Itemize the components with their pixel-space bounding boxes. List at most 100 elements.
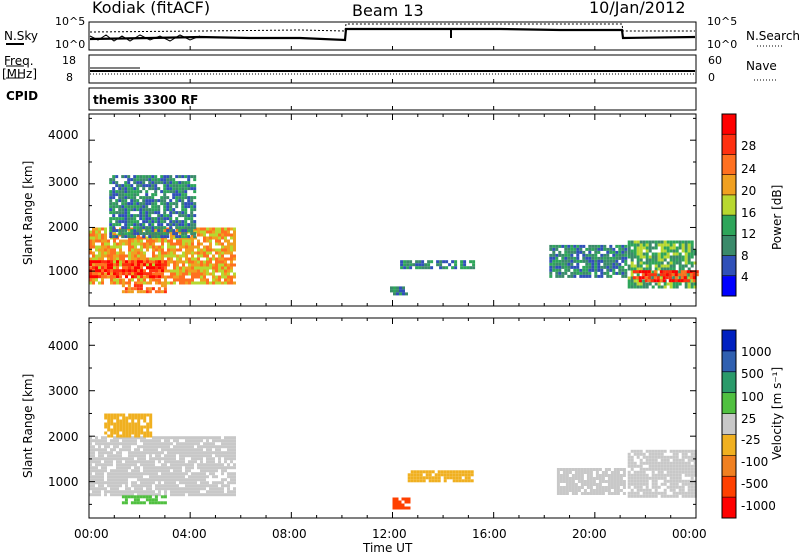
heatmap-cell: [390, 289, 393, 293]
heatmap-cell: [194, 436, 197, 440]
heatmap-cell: [119, 422, 123, 426]
heatmap-cell: [660, 470, 664, 474]
heatmap-cell: [137, 236, 140, 240]
heatmap-cell: [212, 493, 215, 497]
heatmap-cell: [567, 250, 571, 254]
heatmap-cell: [104, 431, 108, 435]
heatmap-cell: [556, 474, 560, 477]
heatmap-cell: [152, 245, 155, 249]
heatmap-cell: [130, 199, 134, 203]
heatmap-cell: [218, 254, 221, 258]
heatmap-cell: [119, 260, 122, 264]
heatmap-cell: [212, 230, 215, 234]
heatmap-cell: [675, 461, 679, 465]
heatmap-cell: [122, 439, 125, 443]
heatmap-cell: [155, 269, 158, 273]
heatmap-cell: [684, 285, 688, 289]
heatmap-cell: [143, 478, 146, 482]
heatmap-cell: [221, 445, 224, 449]
heatmap-cell: [660, 491, 664, 495]
heatmap-cell: [152, 239, 155, 243]
heatmap-cell: [130, 208, 134, 212]
heatmap-cell: [663, 255, 667, 259]
heatmap-cell: [660, 243, 664, 247]
heatmap-cell: [616, 483, 620, 486]
heatmap-cell: [113, 272, 116, 276]
heatmap-cell: [98, 266, 101, 270]
heatmap-cell: [197, 260, 200, 264]
heatmap-cell: [591, 256, 595, 260]
heatmap-cell: [404, 500, 408, 504]
heatmap-cell: [92, 457, 95, 461]
nsearch-tick-low: 10^0: [707, 38, 738, 51]
heatmap-cell: [121, 226, 125, 230]
heatmap-cell: [642, 482, 646, 486]
heatmap-cell: [562, 489, 566, 492]
heatmap-cell: [576, 271, 580, 275]
heatmap-cell: [687, 246, 691, 250]
heatmap-cell: [89, 475, 92, 479]
heatmap-cell: [690, 464, 694, 468]
heatmap-cell: [191, 466, 194, 470]
heatmap-cell: [398, 503, 402, 507]
heatmap-cell: [166, 175, 170, 179]
heatmap-cell: [648, 491, 652, 495]
heatmap-cell: [185, 248, 188, 252]
heatmap-cell: [188, 439, 191, 443]
heatmap-cell: [187, 199, 191, 203]
power-cb-tick-16: 16: [741, 206, 757, 220]
heatmap-cell: [92, 242, 95, 246]
heatmap-cell: [157, 205, 161, 209]
heatmap-cell: [660, 476, 664, 480]
heatmap-cell: [230, 281, 233, 285]
heatmap-cell: [154, 226, 158, 230]
heatmap-cell: [437, 476, 441, 480]
heatmap-cell: [191, 239, 194, 243]
heatmap-cell: [594, 244, 598, 248]
heatmap-cell: [562, 471, 566, 474]
heatmap-cell: [148, 184, 152, 188]
heatmap-cell: [654, 482, 658, 486]
heatmap-cell: [684, 467, 688, 471]
heatmap-cell: [203, 454, 206, 458]
heatmap-cell: [170, 472, 173, 476]
heatmap-cell: [636, 240, 640, 244]
heatmap-cell: [648, 264, 652, 268]
heatmap-cell: [167, 281, 170, 285]
heatmap-cell: [203, 463, 206, 467]
heatmap-cell: [161, 448, 164, 452]
heatmap-cell: [181, 214, 185, 218]
heatmap-cell: [669, 476, 673, 480]
heatmap-cell: [136, 181, 140, 185]
heatmap-cell: [173, 487, 176, 491]
heatmap-cell: [657, 255, 661, 259]
heatmap-cell: [128, 230, 131, 234]
heatmap-cell: [636, 449, 640, 453]
heatmap-cell: [140, 451, 143, 455]
heatmap-cell: [148, 235, 152, 239]
heatmap-cell: [182, 463, 185, 467]
heatmap-cell: [579, 274, 583, 278]
heatmap-cell: [627, 476, 631, 480]
heatmap-cell: [137, 281, 140, 285]
heatmap-cell: [160, 199, 164, 203]
colorbar-swatch: [722, 174, 736, 196]
heatmap-cell: [101, 463, 104, 467]
heatmap-cell: [155, 239, 158, 243]
heatmap-cell: [185, 463, 188, 467]
heatmap-cell: [663, 461, 667, 465]
heatmap-cell: [552, 253, 556, 257]
heatmap-cell: [209, 251, 212, 255]
heatmap-cell: [206, 460, 209, 464]
heatmap-cell: [121, 217, 125, 221]
heatmap-cell: [112, 208, 116, 212]
heatmap-cell: [178, 196, 182, 200]
heatmap-cell: [597, 256, 601, 260]
heatmap-cell: [191, 436, 194, 440]
heatmap-cell: [89, 487, 92, 491]
heatmap-cell: [197, 457, 200, 461]
heatmap-cell: [175, 220, 179, 224]
heatmap-cell: [151, 498, 155, 502]
heatmap-cell: [158, 245, 161, 249]
heatmap-cell: [160, 181, 164, 185]
